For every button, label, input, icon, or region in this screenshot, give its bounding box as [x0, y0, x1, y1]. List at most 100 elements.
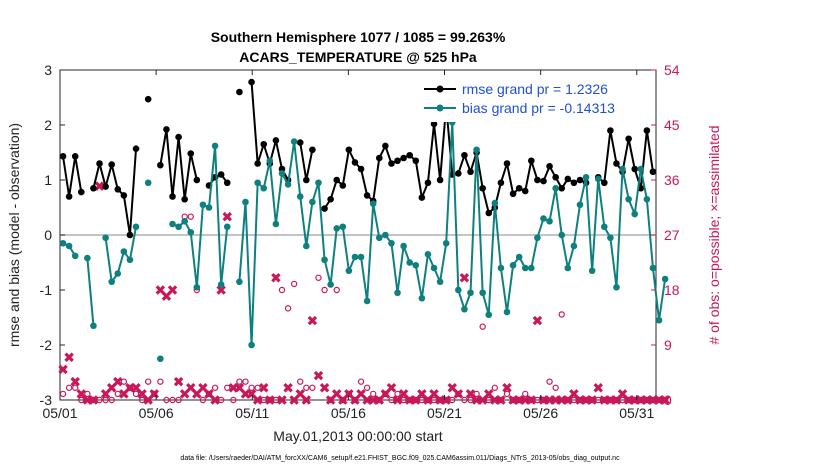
bias-point — [84, 254, 91, 262]
obs-assimilated-point — [453, 389, 464, 399]
bias-point — [345, 267, 353, 275]
obs-assimilated-point — [380, 389, 391, 399]
bias-point — [388, 239, 395, 247]
obs-assimilated-point — [58, 364, 68, 375]
rmse-line-segment — [62, 156, 83, 197]
bias-point — [552, 184, 559, 192]
bias-point — [528, 264, 535, 272]
ticks-layer: 05/01 05/06 05/11 05/16 05/21 05/26 05/31 -3 -2 -… — [40, 62, 680, 421]
obs-assimilated-point — [441, 395, 451, 405]
obs-possible-point — [485, 396, 492, 404]
obs-assimilated-point — [484, 389, 494, 399]
rmse-point — [163, 126, 170, 133]
obs-assimilated-point — [100, 389, 111, 399]
rmse-point — [71, 153, 79, 160]
obs-possible-point — [65, 384, 73, 391]
obs-possible-point — [236, 378, 243, 385]
obs-assimilated-point — [569, 389, 579, 399]
chart-title-line2: ACARS_TEMPERATURE @ 525 hPa — [239, 49, 477, 65]
obs-possible-point — [455, 390, 462, 398]
rmse-point — [120, 192, 128, 199]
bias-point — [199, 201, 207, 209]
obs-possible-point — [211, 384, 219, 391]
x-tick-label: 05/21 — [427, 405, 462, 421]
rmse-point — [254, 160, 261, 167]
obs-possible-point — [108, 396, 115, 404]
bias-point — [71, 252, 79, 260]
obs-assimilated-point — [70, 376, 80, 387]
obs-assimilated-point — [283, 383, 293, 393]
bias-point — [497, 264, 505, 272]
rmse-point — [181, 195, 188, 203]
rmse-point — [65, 193, 73, 200]
y-tick-label: 3 — [44, 62, 52, 78]
y-axis-right-label: # of obs: o=possible; ×=assimilated — [706, 125, 722, 344]
bias-point — [473, 146, 480, 154]
obs-assimilated-point — [216, 285, 226, 295]
obs-possible-point — [163, 396, 170, 404]
obs-possible-point — [430, 396, 438, 404]
obs-assimilated-point — [289, 395, 299, 405]
rmse-point — [479, 184, 486, 192]
bias-point — [637, 165, 645, 173]
obs-assimilated-point — [313, 370, 324, 381]
obs-assimilated-point — [204, 389, 214, 399]
obs-possible-point — [376, 396, 383, 404]
rmse-point — [77, 188, 85, 196]
obs-possible-point — [382, 390, 389, 398]
obs-assimilated-point — [526, 395, 537, 405]
y-right-tick-label: 54 — [664, 62, 680, 78]
bias-point — [540, 215, 547, 222]
obs-assimilated-point — [325, 395, 336, 405]
obs-possible-point — [363, 384, 371, 391]
obs-possible-point — [242, 378, 249, 385]
obs-assimilated-point — [167, 285, 178, 295]
bias-point — [363, 297, 371, 305]
bias-point — [242, 198, 249, 206]
obs-possible-point — [327, 396, 334, 404]
x-tick-label: 05/31 — [619, 405, 654, 421]
obs-assimilated-point — [143, 395, 153, 405]
rmse-point — [90, 184, 97, 192]
obs-assimilated-point — [119, 389, 129, 399]
rmse-point — [455, 170, 462, 177]
obs-assimilated-point — [246, 389, 257, 399]
rmse-point — [601, 179, 608, 187]
rmse-point — [424, 179, 432, 187]
bias-line-segment — [86, 258, 95, 326]
bias-point — [278, 170, 286, 177]
bias-point — [351, 253, 359, 261]
bias-point — [272, 220, 280, 228]
legend-rmse-label: rmse grand pr = 1.2326 — [462, 81, 608, 97]
obs-assimilated-point — [271, 273, 281, 283]
bias-point — [114, 270, 122, 277]
rmse-point — [363, 192, 371, 199]
rmse-point — [613, 160, 620, 167]
rmse-point — [296, 139, 304, 146]
obs-possible-point — [254, 384, 261, 391]
obs-possible-point — [424, 396, 432, 404]
obs-possible-point — [339, 396, 346, 404]
obs-possible-point — [479, 323, 486, 330]
rmse-point — [169, 193, 176, 200]
bias-point — [205, 204, 213, 211]
obs-possible-point — [199, 396, 207, 404]
obs-possible-point — [497, 396, 505, 404]
rmse-point — [114, 186, 122, 193]
rmse-point — [485, 209, 493, 217]
obs-possible-point — [637, 396, 644, 404]
legend-bias-marker — [436, 104, 444, 112]
rmse-point — [558, 184, 566, 192]
y-right-tick-label: 9 — [664, 337, 672, 353]
bias-point — [643, 195, 651, 203]
obs-assimilated-point — [113, 376, 123, 387]
obs-assimilated-point — [477, 395, 488, 405]
obs-possible-point — [266, 396, 274, 404]
obs-possible-point — [467, 396, 474, 404]
obs-possible-point — [187, 213, 194, 220]
x-tick-label: 05/01 — [42, 405, 77, 421]
rmse-point — [400, 154, 407, 162]
obs-assimilated-point — [259, 383, 269, 393]
bias-point — [175, 223, 182, 231]
obs-assimilated-point — [338, 395, 348, 405]
